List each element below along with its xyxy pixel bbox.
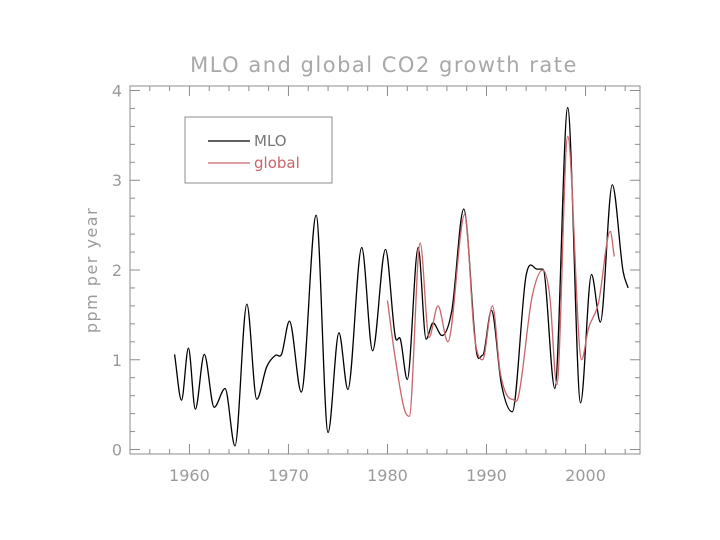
x-tick-label: 2000	[565, 466, 606, 485]
series-line-mlo	[173, 106, 629, 447]
x-tick-label: 1960	[169, 466, 210, 485]
y-tick-label: 4	[112, 81, 122, 100]
y-axis-label: ppm per year	[82, 207, 101, 333]
y-tick-label: 0	[112, 441, 122, 460]
x-tick-label: 1990	[466, 466, 507, 485]
y-tick-label: 2	[112, 261, 122, 280]
chart-title: MLO and global CO2 growth rate	[190, 53, 578, 77]
axis-ticks: 1960 1970 1980 1990 2000 0 1 2 3 4	[112, 81, 640, 485]
x-tick-label: 1980	[367, 466, 408, 485]
x-tick-label: 1970	[268, 466, 309, 485]
legend: MLO global	[184, 116, 333, 184]
legend-label-global: global	[254, 154, 300, 172]
legend-label-mlo: MLO	[254, 132, 287, 150]
y-tick-label: 1	[112, 351, 122, 370]
series-line-global	[386, 135, 615, 417]
legend-box	[184, 116, 333, 184]
y-tick-label: 3	[112, 171, 122, 190]
series-lines	[173, 106, 629, 447]
